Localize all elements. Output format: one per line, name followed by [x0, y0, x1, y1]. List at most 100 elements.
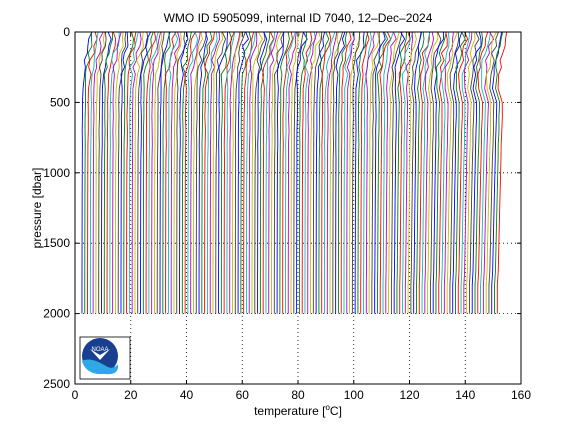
profile-line [187, 32, 199, 314]
profile-line [371, 32, 381, 314]
profile-line [463, 32, 473, 314]
profile-line [312, 32, 323, 314]
x-tick-label: 0 [72, 388, 79, 402]
profile-line [259, 32, 271, 314]
profile-line [153, 32, 163, 314]
profile-line [195, 32, 207, 314]
profile-line [360, 32, 370, 314]
x-tick-label: 40 [180, 388, 194, 402]
profile-line [140, 32, 152, 314]
profile-line [245, 32, 256, 314]
profile-line [398, 32, 411, 314]
y-tick-label: 0 [63, 25, 70, 39]
profile-line [98, 32, 107, 314]
profile-line [162, 32, 171, 314]
profile-line [494, 32, 504, 314]
profile-line [201, 32, 213, 314]
profile-line [496, 32, 508, 314]
profile-line [268, 32, 279, 314]
profile-line [95, 32, 106, 314]
profile-line [170, 32, 180, 314]
profile-line [332, 32, 344, 314]
profile-line [354, 32, 365, 314]
temperature-profiles [81, 32, 508, 314]
profile-line [349, 32, 361, 314]
profile-line [393, 32, 406, 314]
profile-line [131, 32, 142, 314]
profile-line [424, 32, 435, 314]
profile-line [477, 32, 489, 314]
profile-line [206, 32, 218, 314]
profile-line [416, 32, 425, 314]
profile-line [220, 32, 233, 314]
profile-line [418, 32, 430, 314]
profile-line [343, 32, 355, 314]
profile-line [251, 32, 263, 314]
profile-line [190, 32, 201, 314]
profile-line [296, 32, 308, 314]
noaa-logo: NOAA [79, 336, 131, 380]
x-axis-label-unit: C] [330, 404, 342, 418]
profile-line [438, 32, 448, 314]
profile-line [401, 32, 414, 314]
profile-line [254, 32, 266, 314]
profile-line [488, 32, 499, 314]
y-tick-labels: 0 500 1000 1500 2000 2500 [43, 25, 70, 391]
profile-line [326, 32, 338, 314]
profile-line [240, 32, 252, 314]
profile-line [145, 32, 157, 314]
profile-line [128, 32, 139, 314]
profile-line [376, 32, 389, 314]
profile-line [218, 32, 229, 314]
profile-line [337, 32, 348, 314]
x-tick-label: 60 [236, 388, 250, 402]
profile-line [282, 32, 293, 314]
profile-line [179, 32, 189, 314]
profile-line [471, 32, 482, 314]
profile-line [466, 32, 476, 314]
profile-line [421, 32, 431, 314]
x-tick-label: 160 [511, 388, 531, 402]
profile-line [407, 32, 417, 314]
profile-line [443, 32, 454, 314]
profile-line [276, 32, 285, 314]
profile-line [340, 32, 352, 314]
profile-line [435, 32, 447, 314]
profile-line [229, 32, 241, 314]
profile-line [427, 32, 439, 314]
profile-line [176, 32, 187, 314]
profile-line [243, 32, 255, 314]
profile-line [279, 32, 290, 314]
axis-ticks [74, 31, 522, 385]
profile-line [446, 32, 458, 314]
profile-line [117, 32, 127, 314]
profile-line [112, 32, 122, 314]
profile-line [123, 32, 134, 314]
profile-line [89, 32, 99, 314]
profile-line [368, 32, 380, 314]
profile-line [460, 32, 471, 314]
noaa-logo-wave [82, 359, 118, 375]
profile-line [209, 32, 221, 314]
profile-line [181, 32, 192, 314]
profile-line [148, 32, 159, 314]
profile-line [92, 32, 104, 314]
profile-line [103, 32, 113, 314]
profile-line [151, 32, 162, 314]
profile-line [351, 32, 361, 314]
profile-line [109, 32, 120, 314]
x-axis-label-text: temperature [ [254, 404, 326, 418]
x-tick-label: 120 [399, 388, 419, 402]
profile-line [159, 32, 171, 314]
profile-line [231, 32, 241, 314]
profile-line [455, 32, 466, 314]
profile-line [137, 32, 149, 314]
profile-line [134, 32, 144, 314]
profile-line [198, 32, 208, 314]
profile-line [173, 32, 182, 314]
profile-line [193, 32, 203, 314]
y-tick-label: 500 [50, 95, 70, 109]
profile-line [287, 32, 297, 314]
profile-line [324, 32, 336, 314]
